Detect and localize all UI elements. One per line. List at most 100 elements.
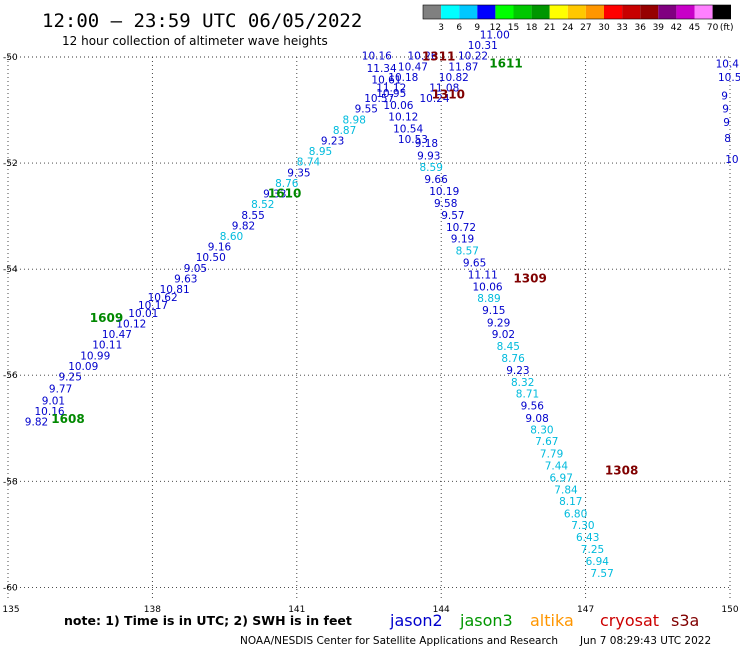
wave-height-value: 6.94 xyxy=(586,556,610,568)
wave-height-value: 8.57 xyxy=(456,245,479,257)
wave-height-value: 9.19 xyxy=(451,234,474,246)
scale-label: 27 xyxy=(580,23,591,33)
scale-swatch xyxy=(640,5,659,19)
wave-height-value: 11.00 xyxy=(480,29,510,41)
wave-height-value: 8.87 xyxy=(333,125,356,137)
legend-altika: altika xyxy=(530,611,574,630)
y-tick-label: -60 xyxy=(3,583,18,593)
scale-swatch xyxy=(549,5,568,19)
pass-label: 1310 xyxy=(432,87,465,101)
color-scale-legend: 3 6 9 12 15 18 21 24 27 30 33 36 39 42 45 70 (ft) xyxy=(422,4,733,33)
wave-height-value: 9.66 xyxy=(424,174,448,186)
scale-swatch xyxy=(531,5,550,19)
wave-height-value: 9.23 xyxy=(506,365,529,377)
scale-swatch xyxy=(477,5,496,19)
wave-height-value: 10.72 xyxy=(446,222,476,234)
wave-height-value: 9.58 xyxy=(434,198,457,210)
chart-title: 12:00 – 23:59 UTC 06/05/2022 xyxy=(42,10,362,32)
wave-height-values: 9.8210.169.019.779.2510.0910.9910.1110.4… xyxy=(25,29,740,579)
scale-swatch xyxy=(694,5,713,19)
wave-height-value: 10.53 xyxy=(398,134,428,146)
scale-label: 9 xyxy=(474,23,480,33)
wave-height-value: 10.18 xyxy=(388,72,418,84)
wave-height-value: 7.79 xyxy=(540,448,563,460)
wave-height-value: 7.57 xyxy=(590,568,613,580)
legend-jason3: jason3 xyxy=(459,611,513,630)
wave-height-value: 9.23 xyxy=(321,136,344,148)
wave-height-value: 9.57 xyxy=(441,210,464,222)
y-tick-label: -54 xyxy=(3,265,18,275)
wave-height-value: 10.4 xyxy=(716,59,740,71)
wave-height-value: 10.06 xyxy=(473,281,503,293)
wave-height-value: 10.22 xyxy=(458,51,488,63)
scale-swatch xyxy=(459,5,478,19)
wave-height-value: 8.60 xyxy=(220,231,243,243)
wave-height-value: 10.5 xyxy=(718,72,740,84)
wave-height-value: 8.45 xyxy=(497,341,520,353)
wave-height-value: 10.62 xyxy=(148,292,178,304)
wave-height-value: 10.47 xyxy=(398,61,428,73)
wave-height-value: 9.82 xyxy=(25,417,48,429)
wave-height-value: 9.56 xyxy=(521,401,545,413)
pass-label: 1610 xyxy=(268,187,301,201)
x-tick-label: 141 xyxy=(288,605,305,615)
wave-height-value: 9.93 xyxy=(417,150,440,162)
wave-height-value: 11.11 xyxy=(468,270,498,282)
wave-height-value: 7.25 xyxy=(581,544,604,556)
x-tick-label: 150 xyxy=(721,605,738,615)
scale-label: 45 xyxy=(689,23,700,33)
wave-height-value: 8.89 xyxy=(477,293,500,305)
wave-height-value: 9.18 xyxy=(415,138,438,150)
wave-height-value: 6.97 xyxy=(550,472,573,484)
wave-height-value: 7.30 xyxy=(571,520,594,532)
wave-height-value: 8.95 xyxy=(309,146,332,158)
wave-height-value: 10.47 xyxy=(102,329,132,341)
x-tick-label: 144 xyxy=(433,605,450,615)
wave-height-value: 8.55 xyxy=(241,210,264,222)
wave-height-value: 8.52 xyxy=(251,199,274,211)
scale-swatch xyxy=(604,5,623,19)
wave-height-value: 10.81 xyxy=(160,284,190,296)
scale-label: 39 xyxy=(653,23,665,33)
wave-height-value: 10 xyxy=(725,154,738,166)
wave-height-value: 8.32 xyxy=(511,377,534,389)
wave-height-value: 10.12 xyxy=(116,319,146,331)
wave-height-value: 9.35 xyxy=(287,167,310,179)
footer-timestamp: Jun 7 08:29:43 UTC 2022 xyxy=(579,635,711,647)
wave-height-value: 7.67 xyxy=(535,436,558,448)
x-tick-label: 138 xyxy=(144,605,161,615)
wave-height-value: 11.08 xyxy=(429,83,459,95)
scale-label: 36 xyxy=(634,23,646,33)
plot-grid xyxy=(7,56,731,598)
wave-height-value: 8.76 xyxy=(501,353,525,365)
scale-swatch xyxy=(622,5,641,19)
wave-height-value: 10.82 xyxy=(439,72,469,84)
scale-label: 24 xyxy=(562,23,574,33)
wave-height-value: 7.84 xyxy=(554,485,578,497)
pass-label: 1609 xyxy=(90,311,123,325)
pass-label: 1309 xyxy=(513,271,546,285)
pass-labels: 1608 1609 1610 1611 1311 1310 1309 1308 xyxy=(51,50,638,478)
footer-credit: NOAA/NESDIS Center for Satellite Applica… xyxy=(240,635,558,647)
mission-legend: jason2 jason3 altika cryosat s3a xyxy=(389,611,699,630)
x-tick-label: 135 xyxy=(2,605,19,615)
legend-cryosat: cryosat xyxy=(600,611,659,630)
x-tick-label: 147 xyxy=(577,605,594,615)
scale-swatch xyxy=(585,5,604,19)
wave-height-value: 11.87 xyxy=(448,61,478,73)
wave-height-value: 8.30 xyxy=(530,425,553,437)
wave-height-value: 9.02 xyxy=(492,329,515,341)
scale-label: 70 xyxy=(707,23,719,33)
scale-swatch xyxy=(423,5,442,19)
wave-height-value: 9.25 xyxy=(59,372,82,384)
wave-height-value: 10.95 xyxy=(376,88,406,100)
wave-height-value: 10.26 xyxy=(408,51,438,63)
wave-height-value: 10.61 xyxy=(371,75,401,87)
scale-label: 6 xyxy=(456,23,462,33)
wave-height-value: 11.12 xyxy=(376,83,406,95)
pass-label: 1308 xyxy=(605,463,638,477)
wave-height-value: 9.82 xyxy=(232,220,255,232)
wave-height-value: 10.57 xyxy=(364,93,394,105)
pass-label: 1608 xyxy=(51,412,84,426)
